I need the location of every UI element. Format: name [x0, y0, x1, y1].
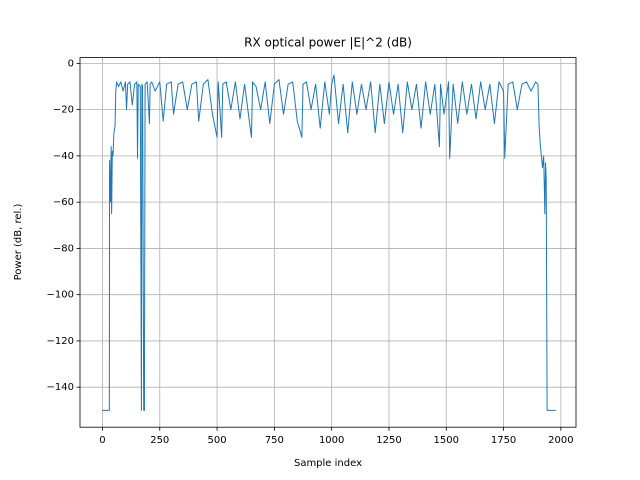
x-tick-label: 1000 — [319, 435, 344, 446]
x-tick-label: 750 — [265, 435, 284, 446]
y-axis-label: Power (dB, rel.) — [13, 204, 24, 281]
y-tick-label: −40 — [53, 151, 74, 162]
x-tick-label: 2000 — [548, 435, 573, 446]
plot-frame — [79, 57, 577, 428]
x-tick-label: 500 — [208, 435, 227, 446]
y-tick-label: −60 — [53, 197, 74, 208]
y-tick-label: −100 — [47, 290, 74, 301]
data-line — [102, 74, 556, 411]
y-tick-label: −20 — [53, 105, 74, 116]
x-tick-label: 250 — [150, 435, 169, 446]
y-tick-label: 0 — [68, 58, 74, 69]
y-tick-label: −140 — [47, 382, 74, 393]
y-tick-label: −120 — [47, 336, 74, 347]
x-tick-label: 1250 — [376, 435, 401, 446]
chart-title: RX optical power |E|^2 (dB) — [244, 36, 412, 50]
x-tick-label: 1500 — [434, 435, 459, 446]
x-tick-label: 1750 — [491, 435, 516, 446]
y-tick-label: −80 — [53, 243, 74, 254]
x-tick-label: 0 — [99, 435, 105, 446]
x-axis-label: Sample index — [294, 458, 362, 469]
